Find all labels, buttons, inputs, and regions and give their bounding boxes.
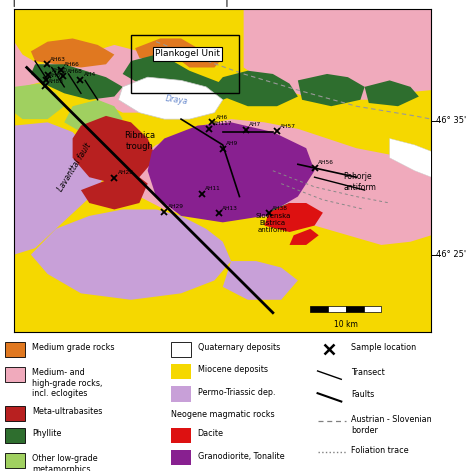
Text: AH6: AH6 <box>216 115 228 120</box>
Text: AH57: AH57 <box>280 124 296 129</box>
Bar <box>171 364 191 379</box>
Text: AH28: AH28 <box>118 170 134 175</box>
Text: AH4: AH4 <box>83 72 96 77</box>
Polygon shape <box>31 210 231 300</box>
Polygon shape <box>390 138 431 177</box>
Text: Slovenska
Bistrica
antiform: Slovenska Bistrica antiform <box>255 213 291 233</box>
Text: 46° 35': 46° 35' <box>436 116 466 125</box>
Text: Plankogel Unit: Plankogel Unit <box>155 49 220 58</box>
Text: Lavanttal fault: Lavanttal fault <box>56 142 93 193</box>
Text: AH87: AH87 <box>49 73 65 78</box>
Text: Draya: Draya <box>165 94 189 106</box>
Bar <box>5 367 25 382</box>
Bar <box>5 428 25 443</box>
Text: AH9: AH9 <box>226 141 238 146</box>
Text: Permo-Triassic dep.: Permo-Triassic dep. <box>198 388 275 397</box>
Text: Neogene magmatic rocks: Neogene magmatic rocks <box>171 410 274 419</box>
Polygon shape <box>81 171 148 210</box>
Text: Transect: Transect <box>351 368 384 377</box>
Text: AH56: AH56 <box>318 160 334 165</box>
Text: AH117: AH117 <box>213 121 232 126</box>
Text: Other low-grade
metamorphics: Other low-grade metamorphics <box>32 455 97 471</box>
Polygon shape <box>244 9 431 100</box>
Text: Ribnica
trough: Ribnica trough <box>124 131 155 151</box>
Polygon shape <box>135 39 198 61</box>
Text: Phyllite: Phyllite <box>32 430 61 439</box>
Bar <box>131 35 239 93</box>
Text: Foliation trace: Foliation trace <box>351 446 409 455</box>
Text: Quaternary deposits: Quaternary deposits <box>198 343 280 352</box>
Text: AH11: AH11 <box>205 187 221 191</box>
Polygon shape <box>14 122 106 255</box>
Text: 46° 25': 46° 25' <box>436 250 465 259</box>
Text: Faults: Faults <box>351 390 374 399</box>
Polygon shape <box>214 71 298 106</box>
Bar <box>346 306 364 312</box>
Bar <box>171 428 191 443</box>
Polygon shape <box>31 64 123 100</box>
Text: Medium- and
high-grade rocks,
incl. eclogites: Medium- and high-grade rocks, incl. eclo… <box>32 368 102 398</box>
Polygon shape <box>148 122 315 222</box>
Text: Dacite: Dacite <box>198 430 224 439</box>
Polygon shape <box>14 84 64 119</box>
Text: Meta-ultrabasites: Meta-ultrabasites <box>32 407 102 416</box>
Bar <box>328 306 346 312</box>
Polygon shape <box>14 9 181 113</box>
Text: AH63: AH63 <box>50 57 66 62</box>
Text: 10 km: 10 km <box>334 320 358 329</box>
Polygon shape <box>269 203 298 219</box>
Polygon shape <box>264 203 323 232</box>
Text: Miocene deposits: Miocene deposits <box>198 365 268 374</box>
Polygon shape <box>123 55 231 103</box>
Text: AH68: AH68 <box>67 69 82 73</box>
Bar <box>171 342 191 357</box>
Polygon shape <box>290 229 319 245</box>
Polygon shape <box>131 119 431 245</box>
Bar <box>5 453 25 468</box>
Polygon shape <box>31 39 114 67</box>
Bar <box>364 306 381 312</box>
Text: AH29: AH29 <box>168 204 184 209</box>
Bar <box>5 406 25 421</box>
Text: AH38: AH38 <box>272 206 288 211</box>
Bar <box>5 342 25 357</box>
Text: AH70: AH70 <box>52 68 68 73</box>
Text: AH13: AH13 <box>222 206 238 211</box>
Polygon shape <box>223 261 298 300</box>
Text: Pohorje
antiform: Pohorje antiform <box>344 172 377 192</box>
Polygon shape <box>73 116 156 184</box>
Bar <box>171 450 191 465</box>
Polygon shape <box>365 81 419 106</box>
Text: Medium grade rocks: Medium grade rocks <box>32 343 114 352</box>
Text: AH83: AH83 <box>48 79 64 84</box>
Text: Sample location: Sample location <box>351 343 416 352</box>
Text: Granodiorite, Tonalite: Granodiorite, Tonalite <box>198 452 284 461</box>
Text: AH66: AH66 <box>64 63 80 67</box>
Polygon shape <box>118 77 223 119</box>
Polygon shape <box>64 100 123 132</box>
Bar <box>171 386 191 401</box>
Text: AH7: AH7 <box>249 122 261 127</box>
Polygon shape <box>181 51 223 67</box>
Polygon shape <box>298 74 365 106</box>
Bar <box>310 306 328 312</box>
Text: Austrian - Slovenian
border: Austrian - Slovenian border <box>351 415 431 435</box>
